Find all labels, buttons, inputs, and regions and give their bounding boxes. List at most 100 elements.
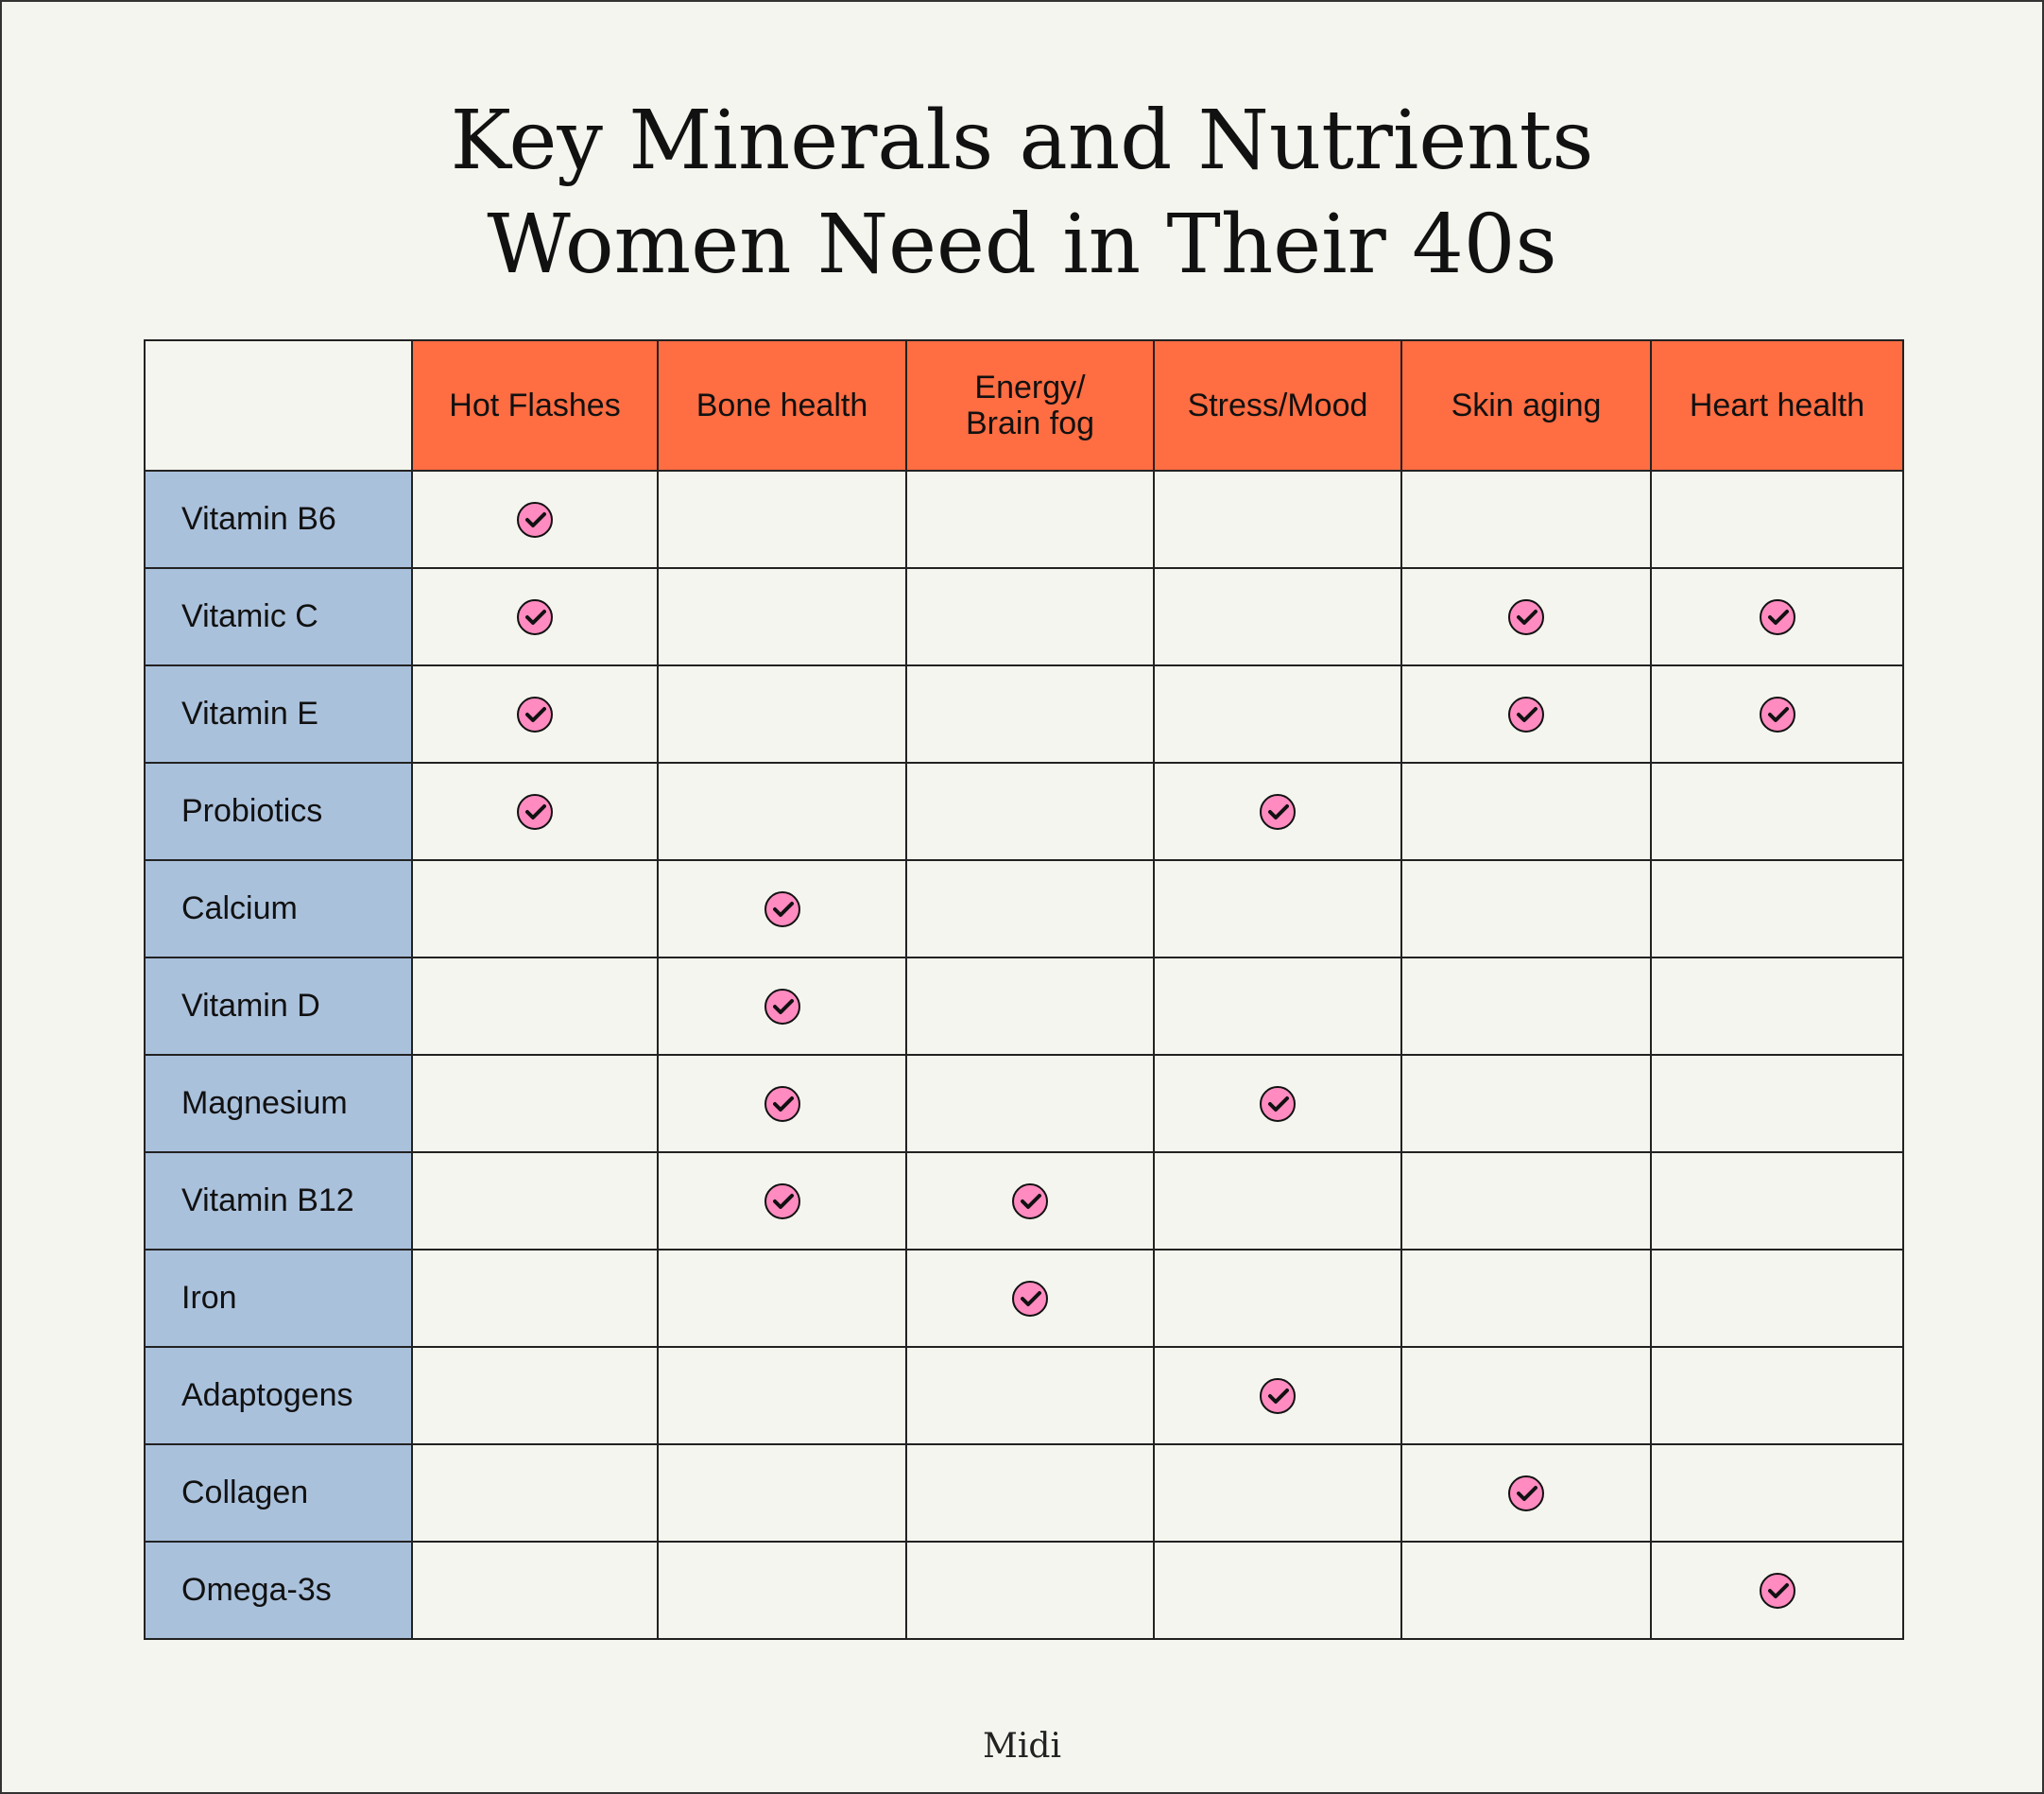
row-label: Omega-3s	[144, 1541, 413, 1640]
table-cell	[1400, 1541, 1652, 1640]
table-row: Iron	[144, 1249, 1904, 1348]
table-cell	[905, 1346, 1155, 1445]
table-cell	[1650, 957, 1904, 1056]
title-line-1: Key Minerals and Nutrients	[450, 94, 1594, 188]
table-cell	[1153, 859, 1402, 958]
table-cell	[905, 1443, 1155, 1543]
check-circle-icon	[1012, 1182, 1048, 1219]
check-circle-icon	[1508, 598, 1544, 635]
column-header: Bone health	[657, 339, 907, 472]
table-cell	[411, 1541, 659, 1640]
check-circle-icon	[517, 793, 553, 830]
table-cell	[905, 470, 1155, 569]
table-cell	[1650, 1541, 1904, 1640]
table-row: Omega-3s	[144, 1541, 1904, 1640]
row-label: Collagen	[144, 1443, 413, 1543]
table-cell	[411, 1054, 659, 1153]
column-header: Skin aging	[1400, 339, 1652, 472]
page-title: Key Minerals and Nutrients Women Need in…	[2, 89, 2042, 297]
check-circle-icon	[764, 1182, 800, 1219]
table-cell	[1153, 1151, 1402, 1251]
table-cell	[905, 664, 1155, 764]
table-cell	[1153, 567, 1402, 666]
table-cell	[1400, 664, 1652, 764]
table-row: Vitamin E	[144, 664, 1904, 764]
check-circle-icon	[1759, 696, 1795, 733]
row-label: Vitamin E	[144, 664, 413, 764]
table-cell	[657, 1151, 907, 1251]
corner-cell	[144, 339, 413, 472]
table-cell	[411, 1249, 659, 1348]
table-cell	[1650, 859, 1904, 958]
check-circle-icon	[1260, 1377, 1296, 1414]
brand-logo: Midi	[983, 1727, 1061, 1766]
table-cell	[1400, 1346, 1652, 1445]
check-circle-icon	[764, 988, 800, 1025]
table-cell	[657, 1054, 907, 1153]
table-cell	[905, 1249, 1155, 1348]
table-cell	[1650, 1151, 1904, 1251]
table-cell	[657, 957, 907, 1056]
table-cell	[1400, 567, 1652, 666]
row-label: Vitamin B6	[144, 470, 413, 569]
check-circle-icon	[764, 1085, 800, 1122]
column-header: Stress/Mood	[1153, 339, 1402, 472]
table-cell	[905, 1054, 1155, 1153]
table-cell	[411, 1346, 659, 1445]
table-cell	[411, 470, 659, 569]
table-row: Vitamin B12	[144, 1151, 1904, 1251]
table-row: Adaptogens	[144, 1346, 1904, 1445]
table-cell	[411, 664, 659, 764]
table-cell	[1400, 957, 1652, 1056]
row-label: Iron	[144, 1249, 413, 1348]
column-header: Hot Flashes	[411, 339, 659, 472]
check-circle-icon	[764, 890, 800, 927]
table-cell	[657, 1443, 907, 1543]
table-cell	[905, 1541, 1155, 1640]
check-circle-icon	[1759, 1572, 1795, 1609]
table-cell	[1153, 664, 1402, 764]
table-cell	[657, 1346, 907, 1445]
table-row: Calcium	[144, 859, 1904, 958]
table-cell	[1400, 1151, 1652, 1251]
table-cell	[657, 664, 907, 764]
table-row: Vitamin B6	[144, 470, 1904, 569]
check-circle-icon	[517, 598, 553, 635]
table-cell	[1650, 1249, 1904, 1348]
table-cell	[1153, 470, 1402, 569]
table-cell	[411, 762, 659, 861]
column-header: Heart health	[1650, 339, 1904, 472]
header-row: Hot Flashes Bone health Energy/ Brain fog S…	[144, 339, 1904, 472]
table-cell	[1400, 470, 1652, 569]
nutrient-table: Hot Flashes Bone health Energy/ Brain fog S…	[144, 339, 1904, 1640]
table-cell	[905, 1151, 1155, 1251]
table-cell	[1650, 1054, 1904, 1153]
table-cell	[657, 1249, 907, 1348]
table-cell	[411, 859, 659, 958]
table-cell	[905, 762, 1155, 861]
check-circle-icon	[517, 696, 553, 733]
table-cell	[1153, 957, 1402, 1056]
check-circle-icon	[1759, 598, 1795, 635]
table-cell	[411, 957, 659, 1056]
table-cell	[1153, 1249, 1402, 1348]
table-cell	[905, 567, 1155, 666]
table-cell	[1153, 1541, 1402, 1640]
table-cell	[411, 567, 659, 666]
table-cell	[1650, 664, 1904, 764]
table-cell	[657, 567, 907, 666]
row-label: Vitamin B12	[144, 1151, 413, 1251]
table-cell	[411, 1151, 659, 1251]
row-label: Probiotics	[144, 762, 413, 861]
table-row: Probiotics	[144, 762, 1904, 861]
table-cell	[657, 470, 907, 569]
table-cell	[1153, 1346, 1402, 1445]
check-circle-icon	[1260, 793, 1296, 830]
table-cell	[1400, 1443, 1652, 1543]
title-line-2: Women Need in Their 40s	[487, 198, 1557, 292]
table-cell	[1650, 1346, 1904, 1445]
row-label: Vitamic C	[144, 567, 413, 666]
check-circle-icon	[1260, 1085, 1296, 1122]
table-cell	[1650, 567, 1904, 666]
check-circle-icon	[517, 501, 553, 538]
